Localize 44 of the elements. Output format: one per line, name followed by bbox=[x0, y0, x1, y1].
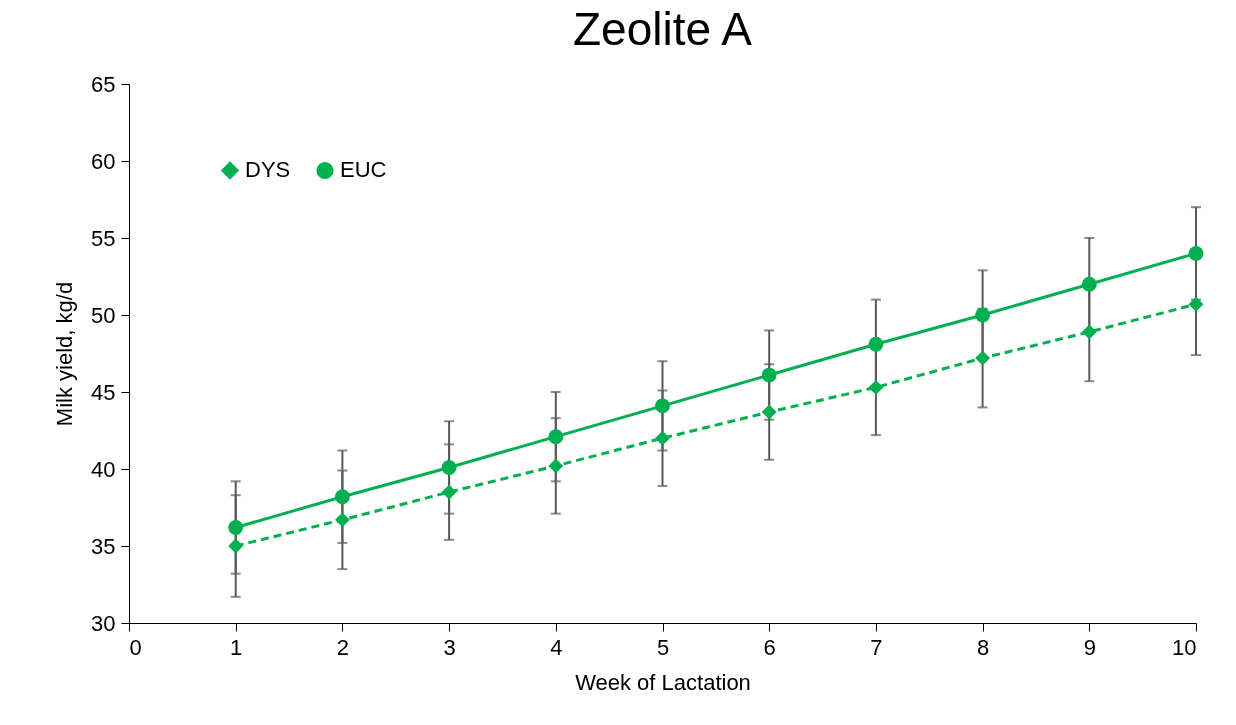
point bbox=[1081, 324, 1097, 340]
x-tick-label: 4 bbox=[550, 634, 563, 660]
point bbox=[548, 458, 564, 474]
point bbox=[441, 460, 457, 475]
point bbox=[1188, 296, 1204, 312]
point bbox=[655, 398, 670, 414]
point bbox=[761, 367, 777, 383]
x-tick-label: 1 bbox=[230, 634, 243, 660]
y-tick-label: 35 bbox=[91, 533, 116, 559]
point bbox=[1188, 246, 1204, 261]
x-tick-label: 7 bbox=[870, 634, 883, 660]
point bbox=[975, 307, 991, 323]
point bbox=[868, 336, 884, 352]
y-tick-label: 50 bbox=[91, 302, 116, 328]
point bbox=[868, 379, 884, 395]
point bbox=[228, 520, 244, 535]
x-tick-label: 10 bbox=[1172, 634, 1197, 660]
legend-label: EUC bbox=[340, 157, 387, 183]
y-axis-title: Milk yield, kg/d bbox=[52, 281, 78, 427]
x-tick-label: 3 bbox=[443, 634, 456, 660]
point bbox=[655, 430, 670, 446]
legend-label: DYS bbox=[245, 157, 291, 183]
point bbox=[441, 484, 457, 500]
point bbox=[975, 350, 991, 366]
y-tick-label: 30 bbox=[91, 610, 116, 636]
x-tick-label: 0 bbox=[129, 634, 142, 660]
x-tick-label: 8 bbox=[976, 634, 990, 660]
x-tick-label: 2 bbox=[336, 634, 350, 660]
y-tick-label: 40 bbox=[91, 456, 116, 482]
x-tick-label: 6 bbox=[763, 634, 776, 660]
y-tick-label: 55 bbox=[91, 225, 116, 251]
point bbox=[228, 538, 244, 554]
y-tick-label: 60 bbox=[91, 148, 116, 174]
x-axis-title: Week of Lactation bbox=[575, 669, 751, 695]
point bbox=[1081, 276, 1097, 292]
x-tick-label: 5 bbox=[656, 634, 670, 660]
point bbox=[548, 429, 564, 445]
point bbox=[761, 404, 777, 420]
x-tick-label: 9 bbox=[1083, 634, 1096, 660]
y-tick-label: 45 bbox=[91, 379, 116, 405]
chart-title: Zeolite A bbox=[573, 3, 753, 55]
point bbox=[334, 489, 350, 505]
point bbox=[334, 512, 350, 528]
y-tick-label: 65 bbox=[91, 71, 116, 97]
